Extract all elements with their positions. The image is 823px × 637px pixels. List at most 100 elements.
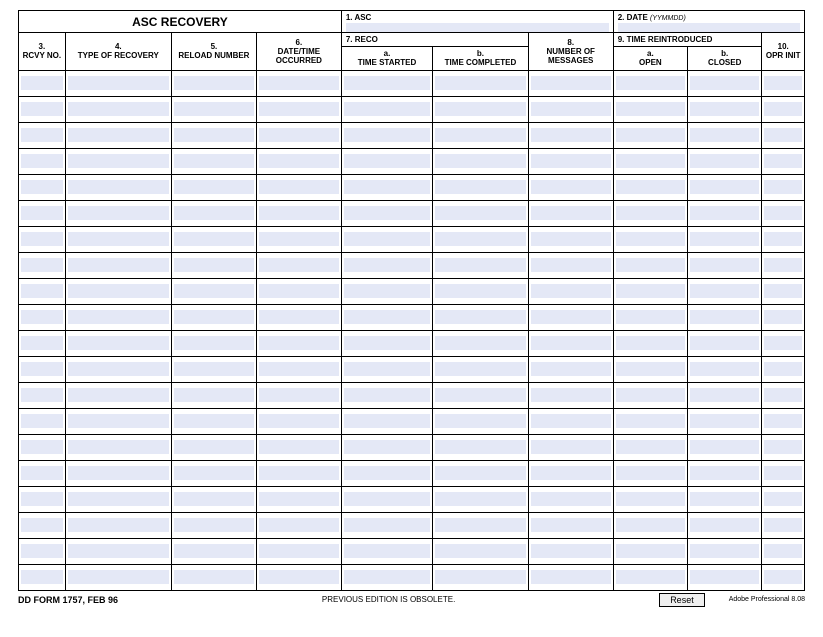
field-date[interactable]: 2. DATE (YYMMDD) (613, 11, 804, 33)
input-cell[interactable] (19, 434, 66, 460)
input-cell[interactable] (688, 356, 762, 382)
input-cell[interactable] (19, 226, 66, 252)
input-cell[interactable] (688, 70, 762, 96)
input-cell[interactable] (688, 96, 762, 122)
input-cell[interactable] (341, 252, 432, 278)
input-cell[interactable] (341, 200, 432, 226)
input-cell[interactable] (433, 486, 529, 512)
input-cell[interactable] (613, 408, 687, 434)
input-cell[interactable] (256, 460, 341, 486)
input-cell[interactable] (65, 148, 171, 174)
input-cell[interactable] (19, 174, 66, 200)
input-cell[interactable] (19, 96, 66, 122)
input-cell[interactable] (65, 356, 171, 382)
input-cell[interactable] (65, 434, 171, 460)
input-cell[interactable] (613, 486, 687, 512)
input-cell[interactable] (341, 304, 432, 330)
input-cell[interactable] (171, 512, 256, 538)
input-cell[interactable] (688, 304, 762, 330)
input-cell[interactable] (433, 356, 529, 382)
input-cell[interactable] (171, 330, 256, 356)
input-cell[interactable] (528, 382, 613, 408)
input-cell[interactable] (762, 304, 805, 330)
input-cell[interactable] (256, 70, 341, 96)
input-cell[interactable] (341, 486, 432, 512)
input-cell[interactable] (688, 512, 762, 538)
input-cell[interactable] (171, 304, 256, 330)
input-cell[interactable] (528, 460, 613, 486)
input-cell[interactable] (613, 148, 687, 174)
input-cell[interactable] (65, 226, 171, 252)
input-cell[interactable] (19, 460, 66, 486)
input-cell[interactable] (528, 174, 613, 200)
input-cell[interactable] (528, 200, 613, 226)
input-cell[interactable] (433, 70, 529, 96)
input-cell[interactable] (65, 304, 171, 330)
input-cell[interactable] (762, 382, 805, 408)
input-cell[interactable] (256, 356, 341, 382)
input-cell[interactable] (171, 408, 256, 434)
input-cell[interactable] (341, 70, 432, 96)
input-cell[interactable] (688, 434, 762, 460)
input-cell[interactable] (256, 148, 341, 174)
input-cell[interactable] (613, 564, 687, 590)
input-cell[interactable] (433, 382, 529, 408)
input-cell[interactable] (528, 512, 613, 538)
input-cell[interactable] (65, 512, 171, 538)
input-cell[interactable] (613, 512, 687, 538)
input-cell[interactable] (171, 356, 256, 382)
input-cell[interactable] (688, 226, 762, 252)
input-cell[interactable] (433, 538, 529, 564)
input-cell[interactable] (688, 460, 762, 486)
input-cell[interactable] (171, 486, 256, 512)
input-cell[interactable] (341, 226, 432, 252)
input-cell[interactable] (528, 252, 613, 278)
input-cell[interactable] (433, 460, 529, 486)
input-cell[interactable] (341, 356, 432, 382)
reset-button[interactable]: Reset (659, 593, 705, 607)
input-cell[interactable] (613, 174, 687, 200)
input-cell[interactable] (341, 96, 432, 122)
field-asc[interactable]: 1. ASC (341, 11, 613, 33)
input-cell[interactable] (256, 174, 341, 200)
input-cell[interactable] (528, 408, 613, 434)
input-cell[interactable] (528, 356, 613, 382)
input-cell[interactable] (341, 278, 432, 304)
input-cell[interactable] (613, 304, 687, 330)
input-cell[interactable] (613, 434, 687, 460)
input-cell[interactable] (528, 122, 613, 148)
input-cell[interactable] (341, 564, 432, 590)
input-cell[interactable] (688, 252, 762, 278)
input-cell[interactable] (433, 304, 529, 330)
input-cell[interactable] (256, 252, 341, 278)
input-cell[interactable] (762, 70, 805, 96)
input-cell[interactable] (19, 122, 66, 148)
input-cell[interactable] (528, 538, 613, 564)
input-cell[interactable] (65, 70, 171, 96)
input-cell[interactable] (762, 512, 805, 538)
input-cell[interactable] (341, 460, 432, 486)
input-cell[interactable] (171, 434, 256, 460)
input-cell[interactable] (528, 96, 613, 122)
input-cell[interactable] (528, 330, 613, 356)
input-cell[interactable] (762, 408, 805, 434)
input-cell[interactable] (19, 512, 66, 538)
input-cell[interactable] (688, 408, 762, 434)
input-cell[interactable] (613, 226, 687, 252)
input-cell[interactable] (433, 226, 529, 252)
input-cell[interactable] (171, 564, 256, 590)
input-cell[interactable] (528, 70, 613, 96)
input-cell[interactable] (688, 122, 762, 148)
input-cell[interactable] (688, 174, 762, 200)
input-cell[interactable] (171, 200, 256, 226)
input-cell[interactable] (433, 512, 529, 538)
input-cell[interactable] (171, 96, 256, 122)
input-cell[interactable] (762, 330, 805, 356)
input-cell[interactable] (256, 278, 341, 304)
input-cell[interactable] (762, 148, 805, 174)
input-cell[interactable] (171, 174, 256, 200)
input-cell[interactable] (65, 486, 171, 512)
input-cell[interactable] (613, 122, 687, 148)
input-cell[interactable] (433, 330, 529, 356)
input-cell[interactable] (256, 304, 341, 330)
